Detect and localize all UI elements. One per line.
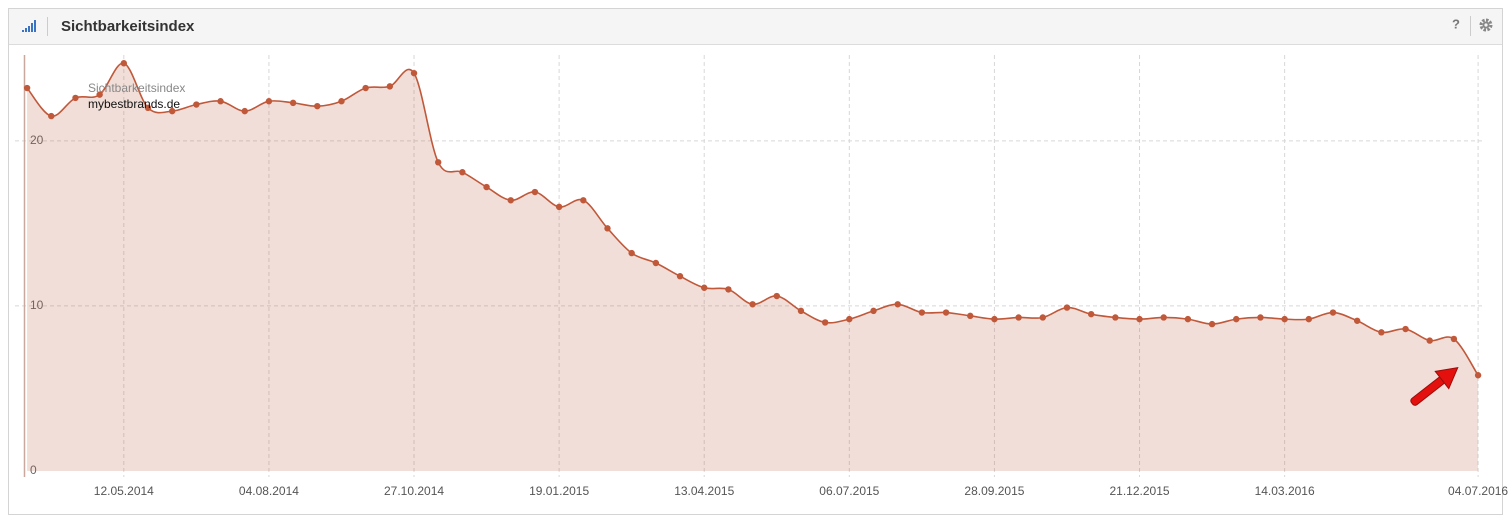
point — [870, 307, 877, 315]
point — [749, 301, 756, 308]
point — [555, 203, 563, 211]
point — [580, 197, 587, 204]
point — [168, 107, 176, 115]
y-tick-label: 0 — [30, 463, 37, 477]
point — [1281, 315, 1288, 323]
point — [604, 225, 611, 232]
point — [144, 104, 152, 112]
point — [1184, 315, 1192, 323]
point — [1378, 329, 1385, 336]
point — [1305, 315, 1313, 323]
annotation-arrow — [1410, 367, 1459, 406]
point — [942, 309, 950, 316]
point — [386, 83, 394, 90]
point — [48, 112, 55, 120]
point — [314, 102, 321, 110]
point — [193, 101, 200, 108]
point — [676, 273, 684, 280]
point — [1329, 309, 1337, 316]
x-tick-label: 04.08.2014 — [239, 484, 299, 498]
point — [1015, 314, 1022, 321]
point — [96, 91, 103, 98]
x-tick-label: 06.07.2015 — [819, 484, 879, 498]
plot: 0 10 20 12.05.2014 04.08.2014 27.10.2014 19.01… — [15, 55, 1508, 498]
point — [725, 286, 732, 293]
signal-icon — [22, 20, 36, 32]
point — [338, 98, 345, 105]
widget-title: Sichtbarkeitsindex — [61, 18, 195, 35]
point — [362, 84, 369, 92]
point — [1450, 335, 1458, 343]
x-tick-label: 28.09.2015 — [964, 484, 1024, 498]
x-tick-label: 13.04.2015 — [674, 484, 734, 498]
panel-header — [9, 9, 1502, 44]
point — [797, 307, 805, 315]
point — [483, 183, 490, 191]
point — [1136, 315, 1143, 323]
point — [217, 98, 224, 105]
point — [289, 99, 297, 107]
point — [531, 188, 539, 196]
point — [652, 259, 660, 267]
point — [410, 69, 418, 77]
point — [1087, 310, 1095, 318]
area — [27, 63, 1479, 472]
help-button[interactable]: ? — [1452, 16, 1460, 31]
point — [507, 197, 514, 204]
point — [1160, 314, 1167, 321]
panel — [8, 8, 1503, 515]
y-tick-label: 20 — [30, 133, 44, 147]
point — [1039, 314, 1046, 321]
point — [628, 249, 635, 257]
point — [1257, 314, 1264, 321]
x-tick-label: 12.05.2014 — [94, 484, 154, 498]
point — [1353, 317, 1361, 324]
point — [435, 159, 442, 166]
point — [1063, 304, 1071, 311]
point — [1426, 337, 1433, 344]
point — [1233, 315, 1240, 323]
legend-entry: mybestbrands.de — [88, 97, 180, 111]
point — [1474, 372, 1482, 379]
legend-title: Sichtbarkeitsindex — [88, 81, 185, 95]
point — [23, 84, 31, 92]
point — [701, 284, 708, 291]
point — [241, 107, 248, 115]
point — [773, 292, 780, 300]
point — [918, 309, 926, 316]
point — [459, 169, 466, 176]
point — [1112, 314, 1119, 321]
x-tick-label: 27.10.2014 — [384, 484, 444, 498]
point — [265, 98, 273, 105]
y-tick-label: 10 — [30, 298, 44, 312]
point — [120, 60, 128, 67]
point — [846, 315, 853, 323]
point — [991, 315, 998, 323]
point — [72, 94, 79, 102]
point — [894, 301, 901, 308]
point — [1402, 325, 1409, 333]
x-tick-label: 21.12.2015 — [1109, 484, 1169, 498]
x-tick-label: 19.01.2015 — [529, 484, 589, 498]
point — [967, 312, 974, 320]
settings-button[interactable] — [1479, 18, 1493, 32]
point — [1208, 320, 1216, 328]
x-tick-label: 04.07.2016 — [1448, 484, 1508, 498]
point — [821, 319, 829, 326]
x-tick-label: 14.03.2016 — [1255, 484, 1315, 498]
